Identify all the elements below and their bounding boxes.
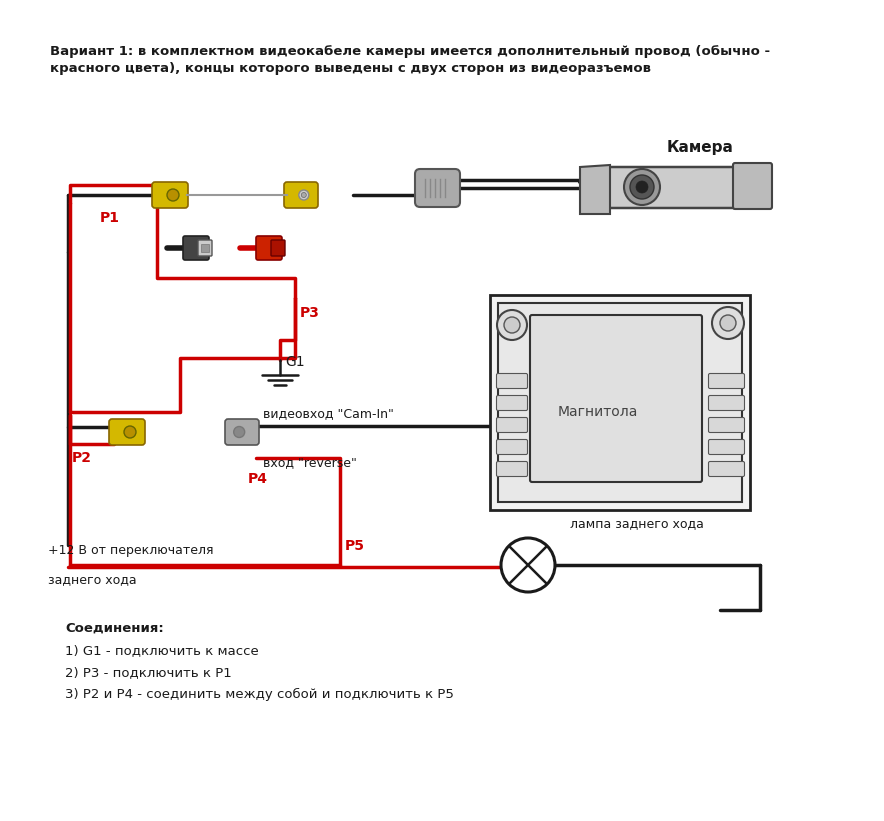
FancyBboxPatch shape <box>256 236 282 260</box>
FancyBboxPatch shape <box>708 374 744 388</box>
Text: вход "reverse": вход "reverse" <box>263 456 357 469</box>
Text: 1) G1 - подключить к массе: 1) G1 - подключить к массе <box>65 644 259 657</box>
FancyBboxPatch shape <box>733 163 772 209</box>
Polygon shape <box>580 165 610 214</box>
Circle shape <box>233 426 245 438</box>
FancyBboxPatch shape <box>201 244 209 252</box>
Text: Магнитола: Магнитола <box>558 405 638 419</box>
Text: Соединения:: Соединения: <box>65 622 164 635</box>
Text: 3) P2 и P4 - соединить между собой и подключить к P5: 3) P2 и P4 - соединить между собой и под… <box>65 688 453 701</box>
FancyBboxPatch shape <box>183 236 209 260</box>
Circle shape <box>712 307 744 339</box>
Text: заднего хода: заднего хода <box>48 573 137 586</box>
FancyBboxPatch shape <box>152 182 188 208</box>
Circle shape <box>124 426 136 438</box>
Text: Камера: Камера <box>667 140 734 155</box>
Text: видеовход "Cam-In": видеовход "Cam-In" <box>263 407 394 420</box>
FancyBboxPatch shape <box>708 439 744 455</box>
Circle shape <box>167 189 179 201</box>
FancyBboxPatch shape <box>497 418 528 433</box>
FancyBboxPatch shape <box>497 374 528 388</box>
Text: P4: P4 <box>248 472 268 486</box>
Text: +12 В от переключателя: +12 В от переключателя <box>48 544 214 557</box>
Circle shape <box>301 192 306 198</box>
FancyBboxPatch shape <box>708 461 744 476</box>
Circle shape <box>504 317 520 333</box>
Circle shape <box>501 538 555 592</box>
FancyBboxPatch shape <box>498 303 742 502</box>
Text: P5: P5 <box>345 539 365 553</box>
FancyBboxPatch shape <box>497 396 528 410</box>
Circle shape <box>636 181 648 193</box>
Text: лампа заднего хода: лампа заднего хода <box>570 517 704 530</box>
FancyBboxPatch shape <box>415 169 460 207</box>
FancyBboxPatch shape <box>109 419 145 445</box>
Circle shape <box>497 310 527 340</box>
FancyBboxPatch shape <box>490 295 750 510</box>
FancyBboxPatch shape <box>198 240 212 256</box>
Circle shape <box>299 190 309 200</box>
FancyBboxPatch shape <box>497 461 528 476</box>
Text: G1: G1 <box>285 355 305 369</box>
FancyBboxPatch shape <box>284 182 318 208</box>
FancyBboxPatch shape <box>708 418 744 433</box>
Text: P3: P3 <box>300 306 320 320</box>
Text: P2: P2 <box>72 451 92 465</box>
Circle shape <box>720 315 736 331</box>
FancyBboxPatch shape <box>497 439 528 455</box>
FancyBboxPatch shape <box>530 315 702 482</box>
Text: 2) P3 - подключить к P1: 2) P3 - подключить к P1 <box>65 666 232 679</box>
Circle shape <box>630 175 654 199</box>
FancyBboxPatch shape <box>597 167 758 208</box>
FancyBboxPatch shape <box>225 419 259 445</box>
FancyBboxPatch shape <box>271 240 285 256</box>
FancyBboxPatch shape <box>708 396 744 410</box>
Text: Вариант 1: в комплектном видеокабеле камеры имеется дополнительный провод (обычн: Вариант 1: в комплектном видеокабеле кам… <box>50 45 770 75</box>
Circle shape <box>624 169 660 205</box>
Text: P1: P1 <box>100 211 120 225</box>
